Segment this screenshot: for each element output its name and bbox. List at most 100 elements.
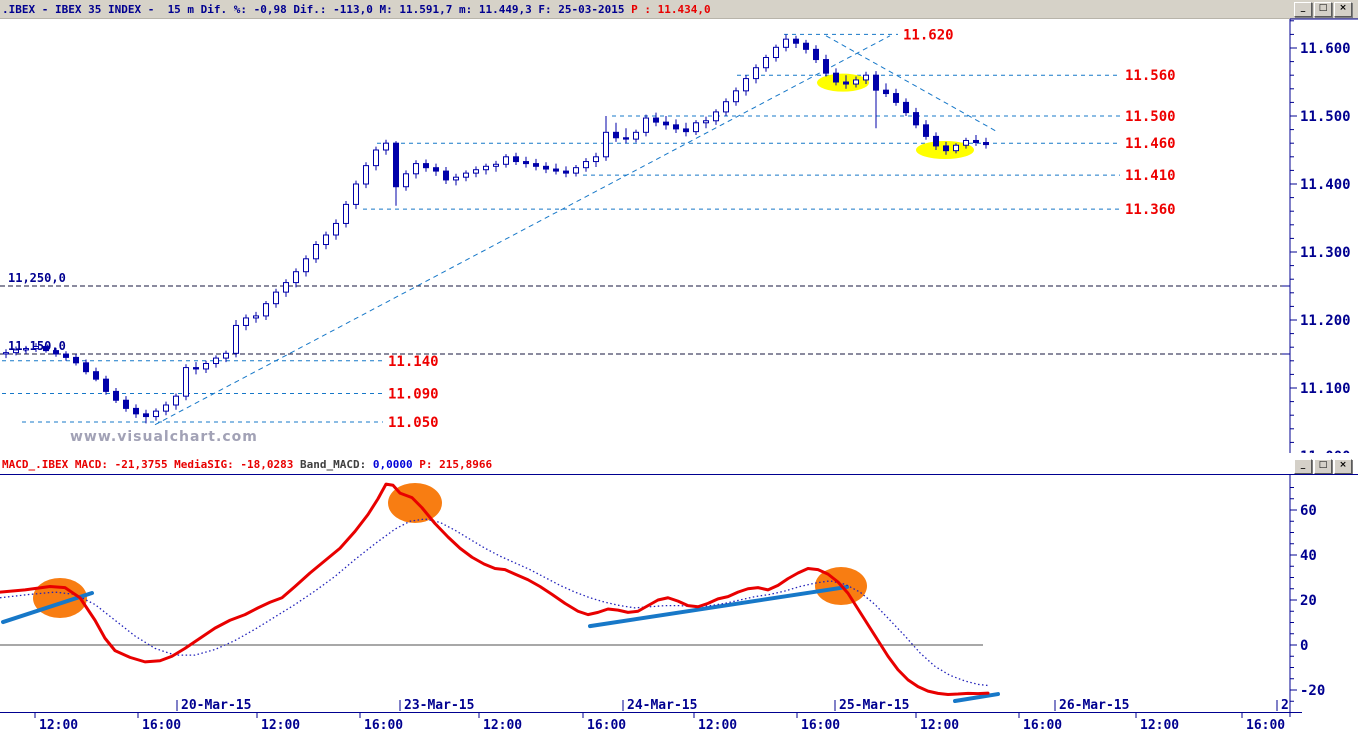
candle bbox=[333, 219, 339, 240]
candle-body bbox=[603, 131, 609, 158]
candle-body bbox=[23, 348, 29, 351]
candle bbox=[303, 255, 309, 277]
candle-body bbox=[183, 367, 189, 397]
candle bbox=[413, 160, 419, 179]
candle bbox=[393, 141, 399, 206]
candle-body bbox=[443, 170, 449, 181]
time-label: 12:00 bbox=[261, 718, 300, 733]
candle bbox=[323, 231, 329, 250]
candle bbox=[893, 88, 899, 106]
candle bbox=[43, 343, 49, 353]
candle-body bbox=[953, 144, 959, 152]
window-titlebar: .IBEX - IBEX 35 INDEX - 15 m Dif. %: -0,… bbox=[0, 0, 1358, 19]
candle bbox=[713, 109, 719, 125]
candle-body bbox=[943, 145, 949, 152]
candle-body bbox=[33, 346, 39, 350]
candle bbox=[863, 71, 869, 85]
candle-body bbox=[923, 124, 929, 137]
candle-body bbox=[673, 124, 679, 130]
maximize-icon[interactable]: □ bbox=[1314, 459, 1332, 474]
candle bbox=[3, 349, 9, 359]
candle bbox=[983, 137, 989, 149]
candle-body bbox=[43, 346, 49, 352]
candle bbox=[573, 164, 579, 177]
time-label: 16:00 bbox=[364, 718, 403, 733]
macd-info: MACD_.IBEX MACD: -21,3755 MediaSIG: -18,… bbox=[2, 458, 492, 471]
candle-body bbox=[723, 101, 729, 113]
time-label: 16:00 bbox=[1246, 718, 1285, 733]
candle bbox=[493, 160, 499, 172]
macd-chart[interactable]: 60 40 20 0 -20 20-Mar-15 23-Mar-15 24-Mar-15 25-… bbox=[0, 474, 1358, 712]
date-label: 24-Mar-15 bbox=[627, 698, 697, 712]
minimize-icon[interactable]: _ bbox=[1294, 2, 1312, 17]
candle bbox=[433, 163, 439, 176]
time-label: 12:00 bbox=[483, 718, 522, 733]
candle bbox=[483, 163, 489, 175]
candle-body bbox=[853, 79, 859, 85]
minimize-icon[interactable]: _ bbox=[1294, 459, 1312, 474]
candle bbox=[583, 158, 589, 172]
candle bbox=[613, 122, 619, 142]
candle bbox=[653, 112, 659, 127]
candle-body bbox=[593, 156, 599, 163]
candle-body bbox=[53, 350, 59, 355]
candle-body bbox=[393, 142, 399, 188]
time-label: 12:00 bbox=[920, 718, 959, 733]
time-axis[interactable]: 12:00 16:00 12:00 16:00 12:00 16:00 12:00 16:00… bbox=[0, 712, 1358, 733]
instrument-title: .IBEX - IBEX 35 INDEX - 15 m Dif. %: -0,… bbox=[2, 3, 711, 16]
candle bbox=[663, 116, 669, 130]
time-label: 16:00 bbox=[1023, 718, 1062, 733]
price-chart[interactable]: 11,250,0 11,150,0 11.620 11.560 11.500 11.460… bbox=[0, 18, 1358, 457]
date-label: 23-Mar-15 bbox=[404, 698, 474, 712]
last-price: P : 11.434,0 bbox=[631, 3, 711, 16]
candle bbox=[83, 359, 89, 375]
candle-body bbox=[503, 156, 509, 165]
candle bbox=[593, 152, 599, 167]
candle bbox=[903, 98, 909, 116]
candle-body bbox=[463, 172, 469, 178]
candle bbox=[953, 143, 959, 154]
candle-body bbox=[633, 131, 639, 140]
band-macd-value: 0,0000 bbox=[372, 458, 420, 471]
candle bbox=[193, 362, 199, 375]
candle bbox=[273, 288, 279, 308]
candle bbox=[343, 201, 349, 228]
candle-body bbox=[403, 173, 409, 188]
axis-tick-label: 11.500 bbox=[1300, 109, 1351, 125]
candle-body bbox=[843, 81, 849, 85]
candle-body bbox=[983, 142, 989, 146]
candle bbox=[633, 129, 639, 143]
candle-body bbox=[693, 122, 699, 133]
candle bbox=[793, 35, 799, 48]
candle bbox=[543, 162, 549, 174]
candle-body bbox=[823, 59, 829, 74]
candle-body bbox=[133, 407, 139, 415]
candle-body bbox=[893, 93, 899, 103]
candle bbox=[833, 68, 839, 86]
candle bbox=[153, 408, 159, 421]
candle bbox=[673, 119, 679, 133]
price-level-dark-label: 11,250,0 bbox=[8, 271, 66, 285]
candle bbox=[763, 54, 769, 72]
axis-tick-label: 11.300 bbox=[1300, 245, 1351, 261]
candle-body bbox=[543, 165, 549, 170]
maximize-icon[interactable]: □ bbox=[1314, 2, 1332, 17]
candle bbox=[263, 300, 269, 320]
candle bbox=[443, 167, 449, 184]
candle bbox=[513, 152, 519, 165]
close-icon[interactable]: × bbox=[1334, 2, 1352, 17]
close-icon[interactable]: × bbox=[1334, 459, 1352, 474]
candle-body bbox=[83, 362, 89, 373]
candle bbox=[403, 170, 409, 191]
candle bbox=[743, 75, 749, 96]
axis-tick-label: 40 bbox=[1300, 548, 1317, 564]
candle bbox=[363, 162, 369, 189]
price-level-dark-label: 11,150,0 bbox=[8, 339, 66, 353]
candle-body bbox=[663, 121, 669, 126]
candle-body bbox=[453, 176, 459, 181]
candle-body bbox=[683, 128, 689, 133]
candle-body bbox=[703, 120, 709, 124]
candle bbox=[753, 64, 759, 84]
date-label: 26-Mar-15 bbox=[1059, 698, 1129, 712]
candle-body bbox=[263, 303, 269, 317]
